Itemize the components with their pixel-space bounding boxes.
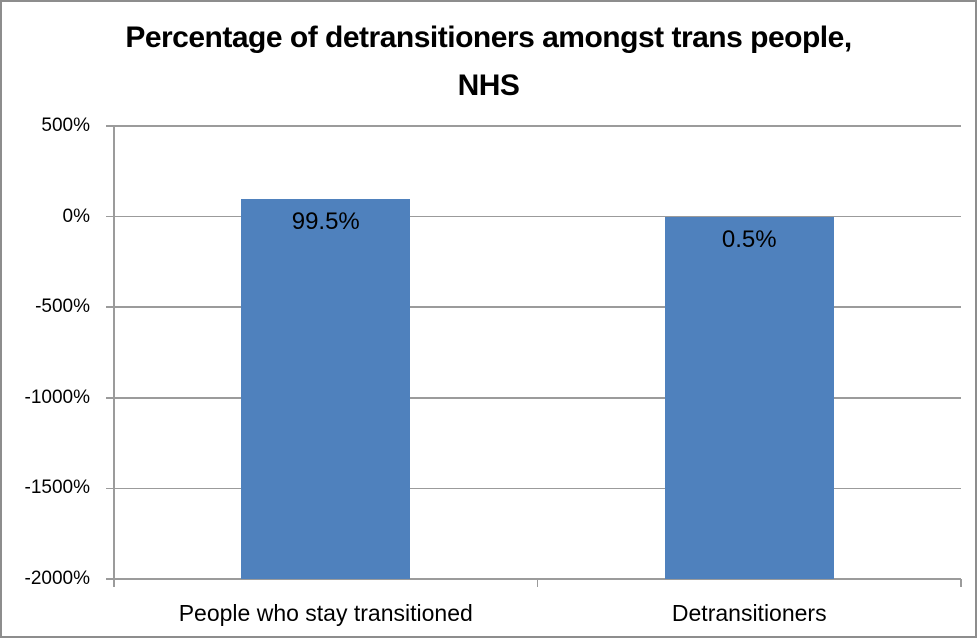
x-axis-tick — [536, 579, 539, 587]
category-axis-label: Detransitioners — [671, 600, 827, 626]
y-axis-tick — [106, 306, 114, 308]
category-axis-label: People who stay transitioned — [178, 600, 473, 626]
y-axis-tick — [106, 578, 114, 580]
y-axis-tick-label: 500% — [41, 115, 90, 136]
y-axis-tick — [106, 397, 114, 399]
y-axis-tick-label: -1500% — [24, 477, 91, 499]
chart-title: Percentage of detransitioners amongst tr… — [125, 21, 852, 102]
y-axis-tick-label: 0% — [62, 205, 90, 227]
y-axis-tick-label: -1000% — [24, 386, 91, 408]
y-axis-line — [113, 126, 115, 579]
y-axis-tick-label: -2000% — [24, 568, 91, 589]
x-axis-tick — [960, 579, 962, 587]
gridline — [114, 215, 961, 218]
y-axis-tick — [106, 215, 114, 218]
y-axis-tick-label: -500% — [35, 296, 90, 318]
y-axis-tick — [106, 487, 114, 490]
bar — [241, 198, 411, 579]
x-axis-tick — [113, 579, 115, 587]
bar-data-label: 0.5% — [721, 225, 777, 253]
gridline — [114, 397, 961, 399]
bar — [664, 216, 834, 579]
gridline — [114, 306, 961, 308]
gridline — [114, 487, 961, 490]
gridline — [114, 125, 961, 127]
y-axis-tick — [106, 125, 114, 127]
bar-data-label: 99.5% — [291, 207, 360, 235]
